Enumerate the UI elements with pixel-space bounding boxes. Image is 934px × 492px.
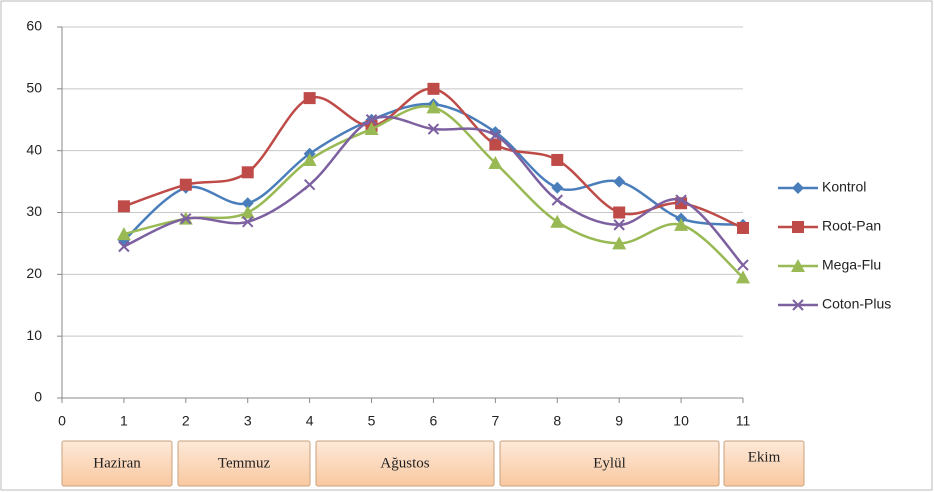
month-box	[723, 440, 805, 487]
month-label: Ekim	[748, 449, 781, 465]
marker	[675, 194, 687, 206]
marker	[365, 114, 378, 126]
legend-marker	[791, 259, 805, 272]
month-box	[177, 440, 311, 487]
x-tick-label: 4	[306, 413, 314, 429]
x-tick-label: 3	[244, 413, 252, 429]
marker	[613, 219, 625, 231]
month-box	[61, 440, 173, 487]
y-tick-label: 20	[26, 265, 42, 281]
marker	[240, 205, 255, 219]
marker	[613, 175, 626, 188]
month-box	[499, 440, 720, 487]
y-tick-label: 40	[26, 141, 42, 157]
legend-label: Root-Pan	[822, 218, 881, 234]
marker	[674, 217, 689, 231]
legend-marker	[792, 299, 804, 311]
marker	[179, 178, 192, 191]
marker	[612, 236, 627, 250]
x-tick-label: 10	[673, 413, 689, 429]
marker	[427, 123, 440, 135]
x-tick-label: 0	[58, 413, 66, 429]
marker	[241, 166, 254, 179]
month-label: Eylül	[593, 455, 626, 471]
marker	[551, 194, 563, 206]
y-tick-label: 30	[26, 203, 42, 219]
marker	[117, 200, 130, 213]
x-tick-label: 11	[736, 413, 751, 429]
marker	[427, 82, 440, 95]
marker	[488, 156, 503, 170]
month-label: Haziran	[93, 455, 141, 471]
marker	[118, 240, 130, 253]
month-label: Ağustos	[380, 455, 429, 471]
y-tick-label: 60	[26, 18, 42, 34]
y-tick-label: 10	[26, 327, 42, 343]
marker	[489, 126, 502, 139]
month-box	[315, 440, 495, 487]
y-tick-label: 50	[26, 80, 42, 96]
x-tick-label: 7	[491, 413, 499, 429]
legend-label: Mega-Flu	[822, 257, 881, 273]
legend-marker	[792, 221, 804, 233]
month-label: Temmuz	[218, 455, 271, 471]
marker	[736, 270, 750, 284]
marker	[364, 122, 379, 136]
x-tick-label: 5	[368, 413, 376, 429]
marker	[551, 181, 564, 194]
marker	[489, 129, 502, 141]
marker	[241, 197, 254, 210]
legend-marker	[792, 182, 804, 194]
legend-label: Coton-Plus	[822, 296, 891, 312]
x-tick-label: 8	[553, 413, 561, 429]
marker	[737, 221, 749, 234]
y-tick-label: 0	[34, 389, 42, 405]
marker	[302, 152, 317, 166]
x-tick-label: 1	[120, 413, 128, 429]
marker	[116, 227, 131, 241]
x-tick-label: 6	[430, 413, 438, 429]
marker	[613, 206, 626, 219]
marker	[551, 153, 564, 166]
marker	[242, 216, 254, 228]
marker	[303, 178, 316, 191]
legend-label: Kontrol	[822, 179, 866, 195]
marker	[489, 138, 502, 151]
marker	[180, 212, 192, 225]
marker	[426, 100, 441, 114]
marker	[737, 259, 749, 271]
marker	[303, 92, 316, 105]
marker	[550, 214, 565, 228]
x-tick-label: 2	[182, 413, 190, 429]
x-tick-label: 9	[615, 413, 623, 429]
